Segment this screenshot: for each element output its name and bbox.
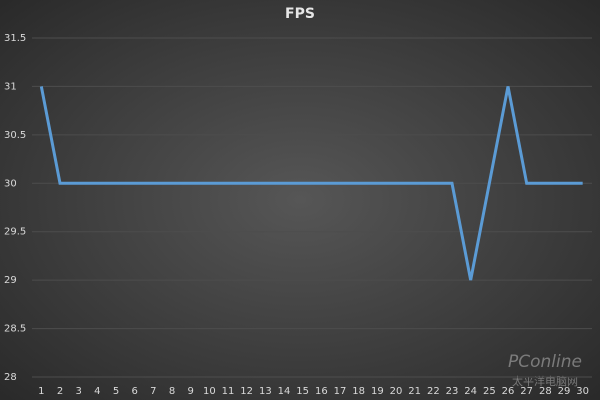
- x-tick-label: 27: [520, 386, 533, 397]
- x-tick-label: 9: [187, 386, 193, 397]
- y-tick-label: 31: [4, 81, 17, 92]
- x-tick-label: 14: [278, 386, 291, 397]
- x-tick-label: 20: [390, 386, 403, 397]
- x-tick-label: 7: [150, 386, 156, 397]
- y-tick-label: 29: [4, 275, 17, 286]
- x-tick-label: 24: [464, 386, 477, 397]
- x-tick-label: 29: [558, 386, 571, 397]
- chart-title: FPS: [285, 6, 315, 22]
- y-tick-label: 28.5: [4, 324, 26, 335]
- x-tick-label: 22: [427, 386, 440, 397]
- x-tick-label: 11: [222, 386, 235, 397]
- watermark-brand: PConline: [508, 352, 582, 372]
- x-tick-label: 17: [334, 386, 347, 397]
- x-tick-label: 19: [371, 386, 384, 397]
- x-tick-label: 13: [259, 386, 272, 397]
- x-tick-label: 21: [408, 386, 421, 397]
- y-tick-label: 30.5: [4, 130, 26, 141]
- y-tick-label: 31.5: [4, 33, 26, 44]
- x-tick-label: 8: [169, 386, 175, 397]
- x-tick-label: 25: [483, 386, 496, 397]
- y-tick-label: 28: [4, 372, 17, 383]
- x-tick-label: 16: [315, 386, 328, 397]
- x-tick-label: 18: [352, 386, 365, 397]
- x-tick-label: 5: [113, 386, 119, 397]
- x-tick-label: 2: [57, 386, 63, 397]
- x-tick-label: 15: [296, 386, 309, 397]
- x-tick-label: 3: [75, 386, 81, 397]
- x-tick-label: 12: [240, 386, 253, 397]
- y-tick-label: 30: [4, 178, 17, 189]
- x-tick-label: 1: [38, 386, 44, 397]
- data-line: [39, 86, 583, 281]
- x-tick-label: 10: [203, 386, 216, 397]
- x-tick-label: 6: [131, 386, 137, 397]
- y-tick-label: 29.5: [4, 227, 26, 238]
- x-tick-label: 26: [502, 386, 515, 397]
- x-tick-label: 30: [576, 386, 589, 397]
- x-tick-label: 23: [446, 386, 459, 397]
- x-tick-label: 28: [539, 386, 552, 397]
- x-tick-label: 4: [94, 386, 100, 397]
